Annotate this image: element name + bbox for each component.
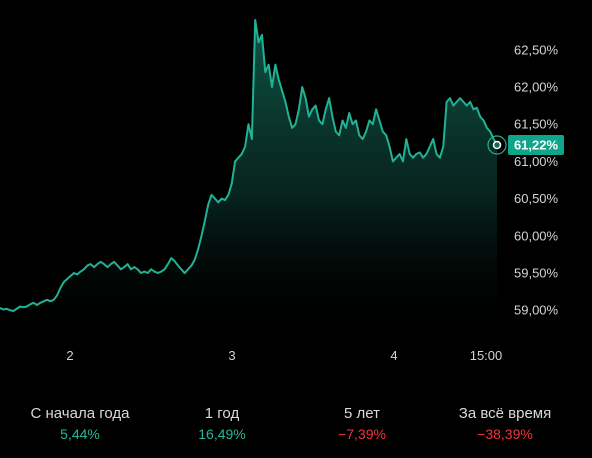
x-axis-ticks: 2 3 4 15:00 — [66, 348, 502, 363]
stat-5y-value: −7,39% — [338, 426, 386, 442]
stat-all-time[interactable]: За всё время −38,39% — [430, 405, 580, 445]
y-tick-label: 62,50% — [514, 42, 559, 57]
stat-5y[interactable]: 5 лет −7,39% — [287, 405, 437, 445]
current-value-marker — [492, 140, 502, 150]
y-tick-label: 62,00% — [514, 80, 559, 95]
x-tick-label: 2 — [66, 348, 73, 363]
current-value-ring — [487, 135, 507, 155]
price-line — [0, 19, 498, 312]
y-tick-label: 59,50% — [514, 266, 559, 281]
stat-5y-label: 5 лет — [344, 405, 380, 422]
price-area-fill — [0, 20, 497, 340]
y-tick-label: 60,50% — [514, 191, 559, 206]
y-tick-label: 59,00% — [514, 303, 559, 318]
y-tick-label: 60,00% — [514, 228, 559, 243]
x-tick-label: 15:00 — [470, 348, 503, 363]
stat-all-time-value: −38,39% — [477, 426, 533, 442]
current-value-badge-bg — [508, 135, 564, 155]
stat-ytd-label: С начала года — [30, 405, 130, 422]
performance-summary: С начала года 5,44% 1 год 16,49% 5 лет −… — [0, 405, 592, 455]
stat-all-time-label: За всё время — [458, 405, 552, 422]
y-axis-ticks: 62,50% 62,00% 61,50% 61,00% 60,50% 60,00% 59,5… — [514, 42, 559, 317]
chart: 62,50% 62,00% 61,50% 61,00% 60,50% 60,00% 59,5… — [0, 19, 564, 363]
stat-ytd-value: 5,44% — [60, 426, 100, 442]
x-tick-label: 3 — [228, 348, 235, 363]
stat-1y[interactable]: 1 год 16,49% — [147, 405, 297, 445]
stat-1y-value: 16,49% — [198, 426, 246, 442]
stat-ytd[interactable]: С начала года 5,44% — [5, 405, 155, 445]
x-tick-label: 4 — [390, 348, 397, 363]
current-value-badge: 61,22% — [508, 135, 564, 155]
y-tick-label: 61,00% — [514, 154, 559, 169]
current-value-label: 61,22% — [514, 138, 559, 153]
stat-1y-label: 1 год — [204, 405, 240, 422]
y-tick-label: 61,50% — [514, 117, 559, 132]
